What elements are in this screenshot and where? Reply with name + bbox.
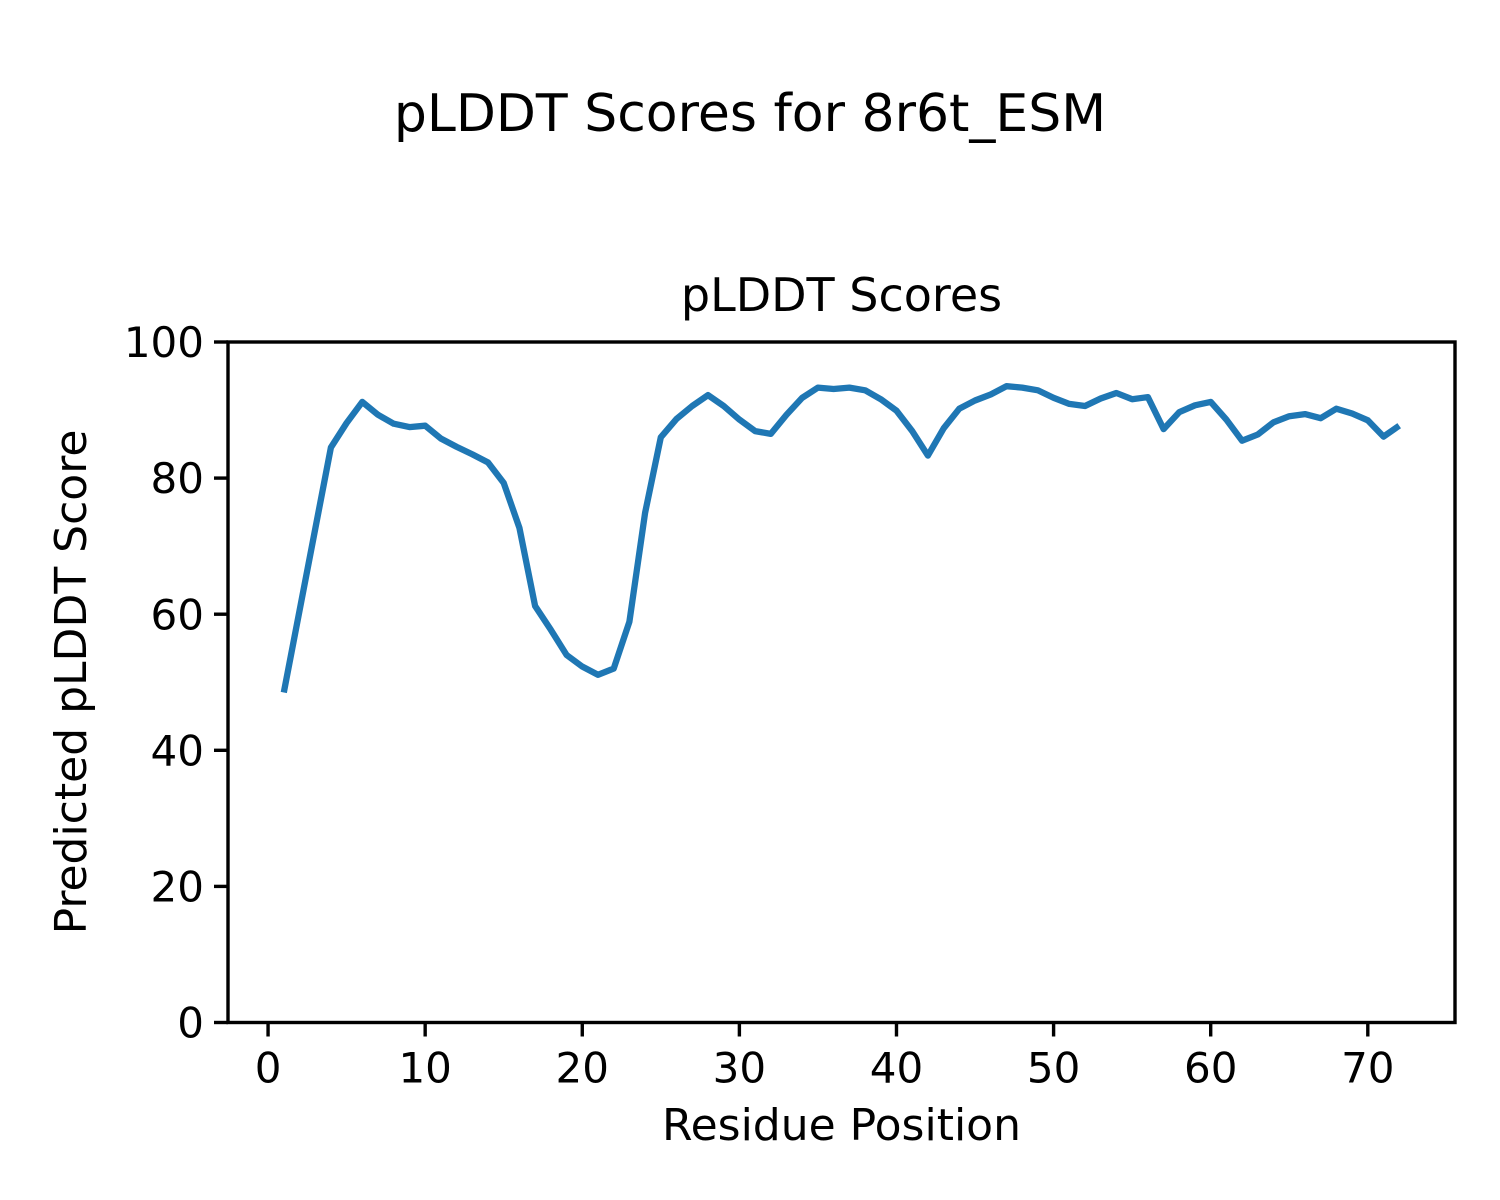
y-tick-label: 40	[151, 726, 204, 775]
x-tick-label: 0	[255, 1044, 282, 1093]
plddt-line	[280, 383, 1401, 694]
x-tick-label: 30	[713, 1044, 766, 1093]
figure-suptitle: pLDDT Scores for 8r6t_ESM	[393, 84, 1107, 144]
x-tick-label: 40	[870, 1044, 923, 1093]
x-tick-label: 10	[398, 1044, 451, 1093]
x-tick-label: 70	[1341, 1044, 1394, 1093]
y-tick-label: 60	[151, 590, 204, 639]
y-tick-label: 20	[151, 863, 204, 912]
axes-spines	[226, 340, 1457, 1025]
y-tick-label: 100	[124, 318, 204, 367]
x-tick-label: 20	[556, 1044, 609, 1093]
y-axis-label: Predicted pLDDT Score	[46, 429, 97, 935]
y-tick-label: 0	[177, 999, 204, 1048]
x-tick-label: 50	[1027, 1044, 1080, 1093]
x-axis-label: Residue Position	[661, 1100, 1021, 1151]
x-tick-label: 60	[1184, 1044, 1237, 1093]
axes-title: pLDDT Scores	[680, 268, 1003, 322]
y-tick-label: 80	[151, 454, 204, 503]
